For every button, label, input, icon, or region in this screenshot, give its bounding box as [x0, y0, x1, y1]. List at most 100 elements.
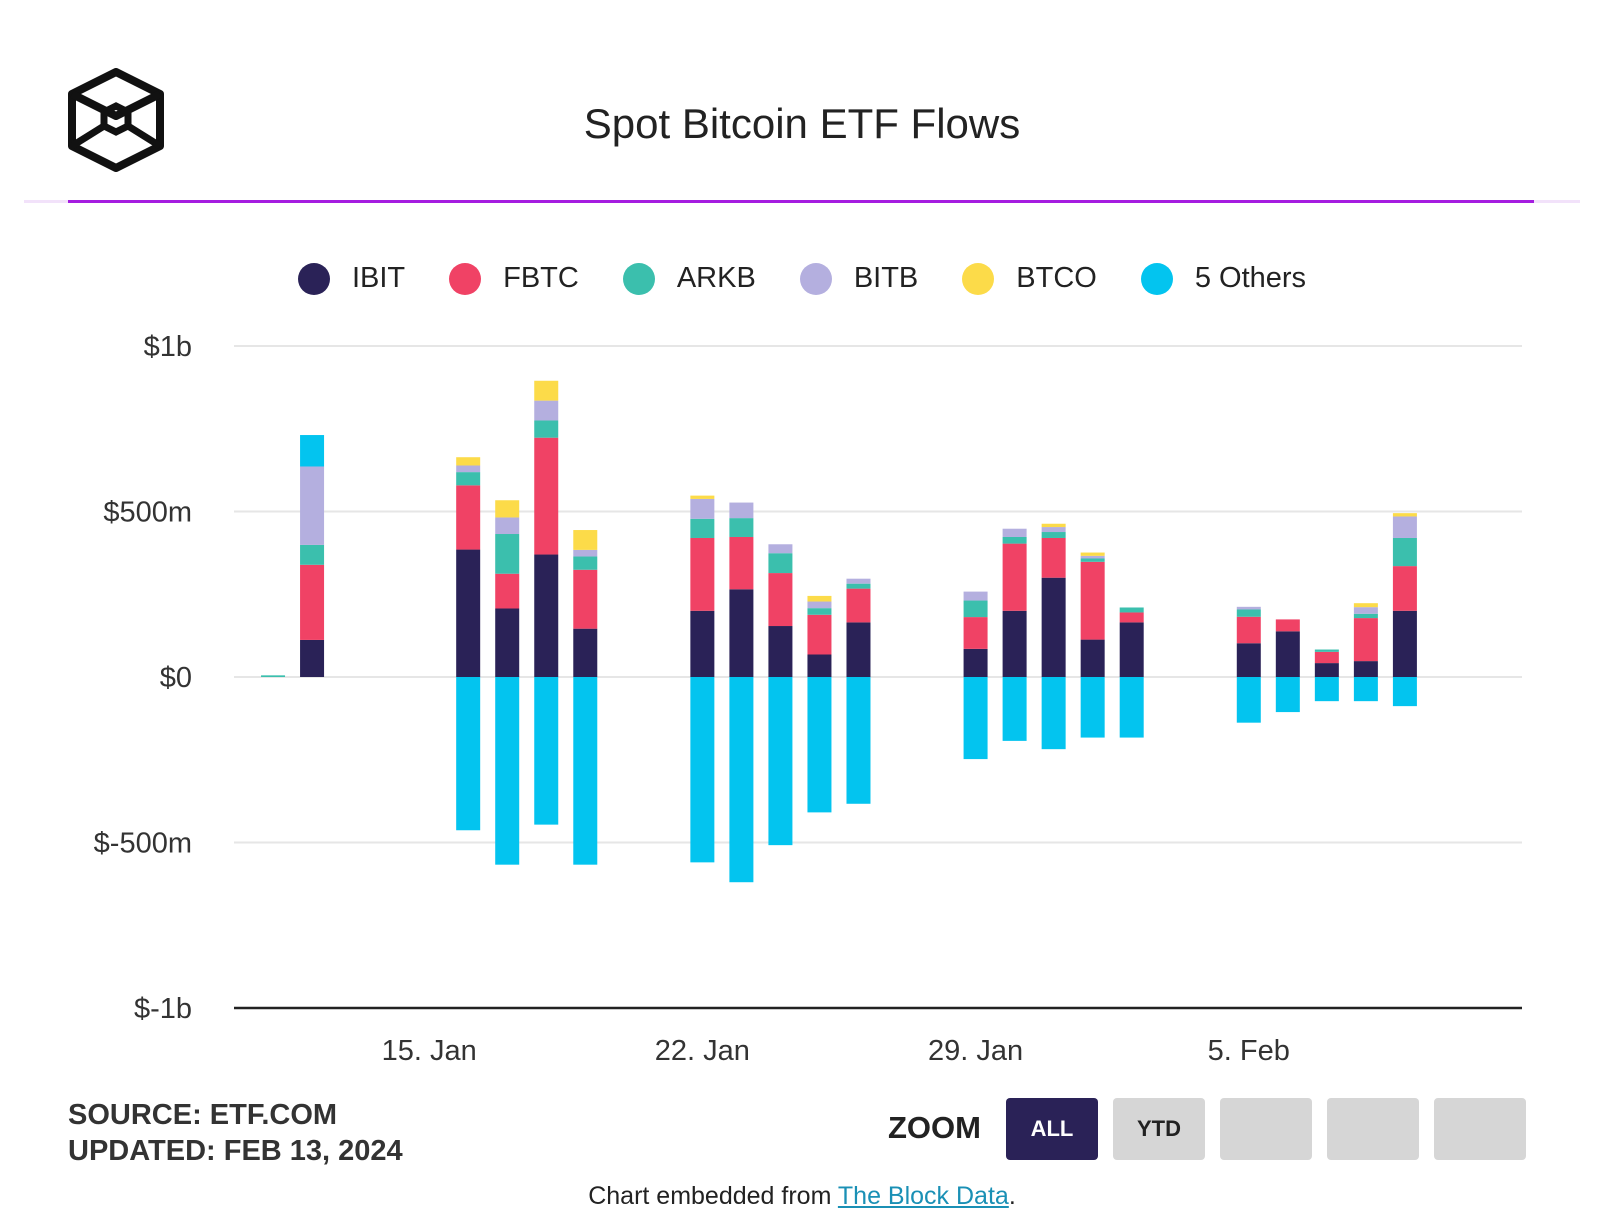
bar-segment-5-others [1275, 677, 1300, 713]
bar-segment-bitb [807, 601, 832, 609]
bar-segment-bitb [963, 591, 988, 601]
bar-segment-bitb [846, 578, 871, 584]
legend-swatch [962, 262, 995, 295]
bar-segment-fbtc [807, 614, 832, 655]
legend-label: FBTC [503, 262, 579, 294]
bar-segment-5-others [300, 435, 325, 467]
bar-segment-arkb [495, 534, 520, 574]
bar-segment-arkb [729, 518, 754, 537]
bar-segment-fbtc [1041, 537, 1066, 578]
legend-item-btco[interactable]: BTCO [962, 262, 1097, 295]
bar-segment-fbtc [1314, 651, 1339, 664]
x-tick-label: 22. Jan [655, 1035, 750, 1067]
y-axis-ticks: $1b $500m $0 $-500m $-1b [94, 331, 192, 1025]
legend-label: ARKB [676, 262, 756, 294]
y-tick-label: $1b [144, 331, 192, 363]
bar-segment-5-others [1236, 677, 1261, 723]
bar-segment-fbtc [1080, 561, 1105, 640]
gridlines [234, 345, 1522, 1010]
bar-segment-ibit [846, 622, 871, 677]
the-block-data-link[interactable]: The Block Data [837, 1182, 1009, 1210]
legend-item-arkb[interactable]: ARKB [622, 262, 756, 295]
bar-segment-ibit [963, 648, 988, 677]
bar-segment-btco [690, 495, 715, 499]
bar-segment-bitb [1002, 528, 1027, 537]
bar-segment-ibit [1392, 610, 1417, 677]
bar-segment-btco [573, 530, 598, 550]
stacked-bar-chart: $1b $500m $0 $-500m $-1b 15. Jan 22. Jan 29. J… [94, 331, 1522, 1067]
bar-segment-bitb [1236, 606, 1261, 610]
bar-segment-arkb [1119, 607, 1144, 613]
bar-segment-arkb [768, 553, 793, 574]
x-tick-label: 29. Jan [928, 1035, 1023, 1067]
bar-segment-5-others [1392, 677, 1417, 707]
embed-prefix: Chart embedded from [588, 1182, 838, 1210]
bar-segment-ibit [1236, 643, 1261, 677]
bar-segment-5-others [729, 677, 754, 883]
bar-segment-arkb [573, 556, 598, 570]
bar-segment-ibit [1041, 577, 1066, 677]
bar-segment-ibit [690, 610, 715, 677]
bar-segment-fbtc [1002, 543, 1027, 611]
bar-segment-ibit [729, 589, 754, 677]
bar-segment-5-others [1353, 677, 1378, 702]
bar-segment-5-others [1080, 677, 1105, 738]
bar-segment-fbtc [846, 588, 871, 623]
x-tick-label: 15. Jan [382, 1035, 477, 1067]
zoom-all-button[interactable]: ALL [1006, 1098, 1098, 1160]
the-block-logo-icon [68, 68, 164, 172]
bar-segment-ibit [495, 608, 520, 677]
x-tick-label: 5. Feb [1208, 1035, 1290, 1067]
bar-segment-ibit [1353, 661, 1378, 677]
bar-segment-5-others [495, 677, 520, 865]
zoom-ytd-button[interactable]: YTD [1113, 1098, 1205, 1160]
bar-segment-arkb [963, 600, 988, 618]
bar-segment-bitb [1080, 555, 1105, 559]
bar-segment-5-others [963, 677, 988, 760]
bar-segment-fbtc [768, 573, 793, 627]
legend-item-bitb[interactable]: BITB [799, 262, 919, 295]
bar-segment-arkb [690, 518, 715, 538]
legend-label: BITB [853, 262, 919, 294]
bar-segment-5-others [1002, 677, 1027, 741]
bar-segment-bitb [1392, 516, 1417, 538]
zoom-button-4[interactable] [1327, 1098, 1419, 1160]
embed-note: Chart embedded from The Block Data. [0, 1182, 1604, 1211]
bar-segment-arkb [846, 583, 871, 589]
bar-segment-5-others [690, 677, 715, 863]
bar-segment-bitb [1353, 607, 1378, 614]
bar-segment-ibit [1314, 663, 1339, 677]
bar-segment-arkb [1080, 558, 1105, 562]
bar-segment-arkb [534, 420, 559, 438]
bar-segment-arkb [456, 472, 481, 486]
bar-segment-bitb [456, 465, 481, 473]
legend-item-fbtc[interactable]: FBTC [449, 262, 579, 295]
bar-segment-arkb [300, 544, 325, 565]
bar-segment-fbtc [573, 569, 598, 629]
legend-item-5-others[interactable]: 5 Others [1140, 262, 1306, 295]
x-axis-ticks: 15. Jan 22. Jan 29. Jan 5. Feb [382, 1035, 1290, 1067]
updated-text: UPDATED: FEB 13, 2024 [68, 1135, 403, 1167]
bar-segment-ibit [1002, 610, 1027, 677]
bar-segment-5-others [846, 677, 871, 804]
bar-segment-5-others [456, 677, 481, 831]
bar-segment-ibit [1275, 631, 1300, 677]
bar-segment-fbtc [1275, 619, 1300, 632]
bar-segment-ibit [1119, 622, 1144, 677]
bar-segment-fbtc [1353, 618, 1378, 662]
legend-swatch [622, 262, 655, 295]
bar-segment-bitb [300, 466, 325, 545]
y-tick-label: $-1b [134, 993, 192, 1025]
bar-segment-ibit [456, 549, 481, 677]
zoom-button-5[interactable] [1434, 1098, 1526, 1160]
legend: IBIT FBTC ARKB BITB BTCO 5 Others [0, 262, 1604, 295]
zoom-button-3[interactable] [1220, 1098, 1312, 1160]
bar-segment-ibit [768, 626, 793, 677]
bar-segment-ibit [534, 554, 559, 677]
bar-segment-5-others [807, 677, 832, 813]
bar-segment-fbtc [1236, 616, 1261, 644]
bar-segment-btco [495, 500, 520, 518]
bar-segment-btco [1353, 603, 1378, 608]
bar-segment-fbtc [1392, 566, 1417, 611]
legend-item-ibit[interactable]: IBIT [297, 262, 405, 295]
